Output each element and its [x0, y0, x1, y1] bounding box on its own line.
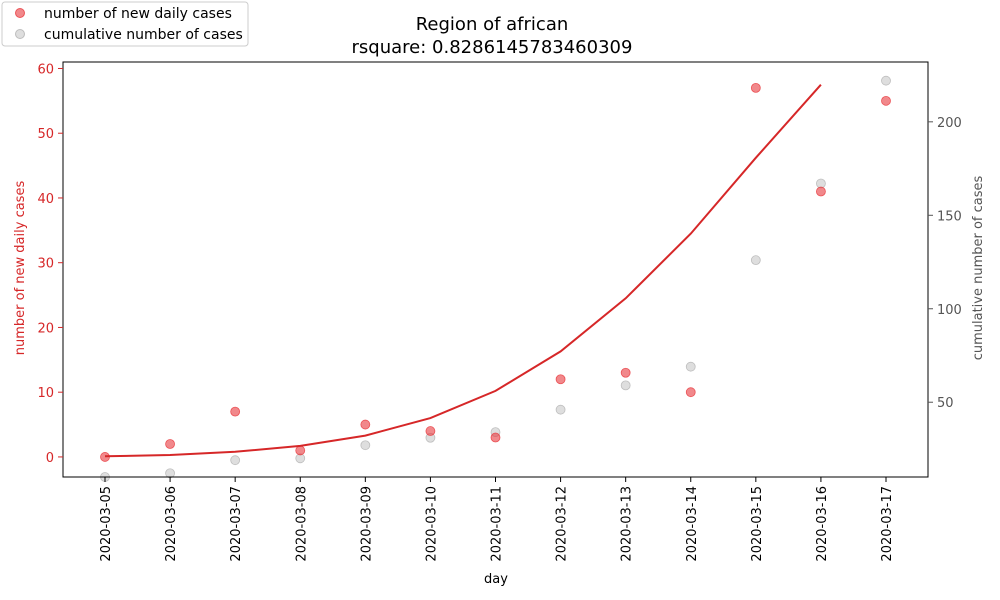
daily-cases-point	[360, 419, 371, 430]
cumulative-cases-point	[685, 361, 696, 372]
x-tick-label: 2020-03-14	[685, 486, 700, 562]
daily-cases-point	[230, 406, 241, 417]
y-left-tick-label: 20	[37, 321, 54, 336]
x-tick-label: 2020-03-07	[229, 486, 244, 562]
legend-box	[1, 1, 249, 47]
daily-cases-point	[881, 95, 891, 106]
daily-cases-point	[620, 367, 631, 378]
x-tick-label: 2020-03-10	[424, 486, 439, 562]
y-left-tick-label: 40	[37, 192, 54, 207]
chart-title: Region of african	[416, 14, 569, 35]
y-left-tick-label: 60	[37, 62, 54, 77]
cumulative-cases-point	[620, 380, 631, 391]
x-tick-label: 2020-03-15	[750, 486, 765, 562]
legend-label-cumulative: cumulative number of cases	[44, 27, 243, 43]
cumulative-cases-point	[360, 440, 371, 451]
legend-marker-new-cases	[15, 8, 25, 18]
x-tick-label: 2020-03-09	[359, 486, 374, 562]
legend: number of new daily cases cumulative num…	[1, 1, 249, 47]
x-tick-label: 2020-03-17	[880, 486, 895, 562]
legend-label-new-cases: number of new daily cases	[44, 6, 232, 22]
daily-cases-point	[750, 82, 761, 93]
x-tick-label: 2020-03-13	[620, 486, 635, 562]
y-right-tick-label: 50	[937, 396, 954, 411]
fit-line	[104, 84, 822, 458]
cumulative-cases-point	[750, 255, 761, 266]
x-tick-label: 2020-03-08	[294, 486, 309, 562]
x-tick-label: 2020-03-16	[815, 486, 830, 562]
y-left-tick-label: 10	[37, 386, 54, 401]
y-left-tick-label: 0	[46, 451, 54, 466]
y-axis-right-label: cumulative number of cases	[971, 175, 986, 360]
y-axis-left-label: number of new daily cases	[13, 181, 28, 356]
x-axis-label: day	[484, 572, 508, 587]
daily-cases-point	[425, 426, 436, 436]
y-left-tick-label: 30	[37, 257, 54, 272]
axes: 2020-03-05 2020-03-06 2020-03-07 2020-03-08…	[37, 61, 962, 562]
x-tick-label: 2020-03-06	[164, 486, 179, 562]
cumulative-cases-point	[165, 468, 175, 479]
x-tick-label: 2020-03-12	[555, 486, 570, 562]
x-tick-label: 2020-03-05	[99, 486, 114, 562]
daily-cases-point	[295, 445, 306, 456]
y-right-tick-label: 200	[937, 116, 962, 131]
daily-cases-point	[816, 186, 826, 197]
chart-subtitle: rsquare: 0.8286145783460309	[352, 37, 633, 58]
y-right-tick-label: 150	[937, 209, 962, 224]
daily-cases-point	[685, 387, 696, 398]
cumulative-cases-point	[881, 75, 891, 86]
y-left-tick-label: 50	[37, 127, 54, 142]
cumulative-cases-point	[230, 455, 241, 466]
cumulative-cases-point	[555, 404, 566, 415]
daily-cases-point	[490, 432, 501, 443]
daily-cases-point	[555, 374, 566, 385]
legend-marker-cumulative	[15, 29, 25, 39]
y-right-tick-label: 100	[937, 303, 962, 318]
plot-area	[100, 75, 891, 482]
plot-frame	[62, 61, 929, 478]
x-tick-label: 2020-03-11	[490, 486, 505, 562]
daily-cases-point	[165, 439, 175, 449]
